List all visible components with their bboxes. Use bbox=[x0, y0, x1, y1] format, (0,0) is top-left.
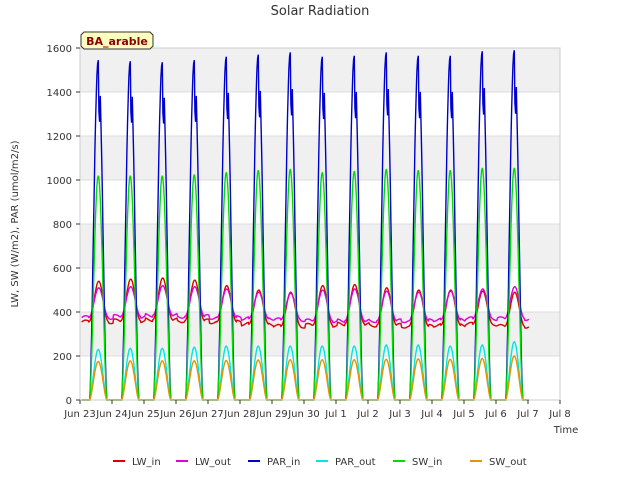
legend: LW_in LW_out PAR_in PAR_out SW_in SW_out bbox=[113, 457, 527, 468]
plot-band bbox=[80, 224, 560, 268]
x-axis-ticks: Jun 23 Jun 24 Jun 25 Jun 26 Jun 27 Jun 28 Jun … bbox=[63, 400, 571, 420]
y-tick-label: 1200 bbox=[47, 132, 72, 143]
x-tick-label: Jul 3 bbox=[388, 409, 411, 420]
chart-title: Solar Radiation bbox=[271, 4, 370, 19]
y-tick-label: 800 bbox=[53, 220, 72, 231]
legend-label: PAR_out bbox=[335, 457, 376, 468]
y-tick-label: 200 bbox=[53, 352, 72, 363]
site-badge-box bbox=[80, 31, 154, 50]
y-tick-label: 1000 bbox=[47, 176, 72, 187]
x-tick-label: Jul 2 bbox=[356, 409, 379, 420]
x-tick-label: Jul 6 bbox=[484, 409, 507, 420]
x-tick-label: Jun 27 bbox=[191, 409, 224, 420]
y-axis-ticks: 0 200 400 600 800 1000 1200 1400 1600 bbox=[47, 44, 80, 407]
legend-label: SW_out bbox=[489, 457, 527, 468]
legend-label: LW_in bbox=[132, 457, 161, 468]
x-tick-label: Jun 24 bbox=[95, 409, 128, 420]
site-badge-label: BA_arable bbox=[86, 35, 148, 48]
site-badge: BA_arable bbox=[80, 31, 154, 50]
y-tick-label: 1600 bbox=[47, 44, 72, 55]
x-tick-label: Jun 26 bbox=[159, 409, 192, 420]
y-axis-label: LW, SW (W/m2), PAR (umol/m2/s) bbox=[10, 140, 21, 307]
x-tick-label: Jul 1 bbox=[324, 409, 347, 420]
x-tick-label: Jun 28 bbox=[223, 409, 256, 420]
x-tick-label: Jun 30 bbox=[287, 409, 320, 420]
plot-band bbox=[80, 136, 560, 180]
legend-label: LW_out bbox=[195, 457, 231, 468]
x-tick-label: Jul 5 bbox=[452, 409, 475, 420]
x-tick-label: Jul 7 bbox=[516, 409, 539, 420]
y-tick-label: 600 bbox=[53, 264, 72, 275]
y-tick-label: 400 bbox=[53, 308, 72, 319]
x-tick-label: Jun 25 bbox=[127, 409, 160, 420]
legend-label: SW_in bbox=[412, 457, 442, 468]
y-tick-label: 1400 bbox=[47, 88, 72, 99]
x-tick-label: Jun 29 bbox=[255, 409, 288, 420]
x-tick-label: Jul 8 bbox=[548, 409, 571, 420]
x-tick-label: Jul 4 bbox=[420, 409, 443, 420]
x-axis-label: Time bbox=[553, 425, 578, 436]
y-tick-label: 0 bbox=[66, 396, 72, 407]
x-tick-label: Jun 23 bbox=[63, 409, 96, 420]
legend-label: PAR_in bbox=[267, 457, 300, 468]
